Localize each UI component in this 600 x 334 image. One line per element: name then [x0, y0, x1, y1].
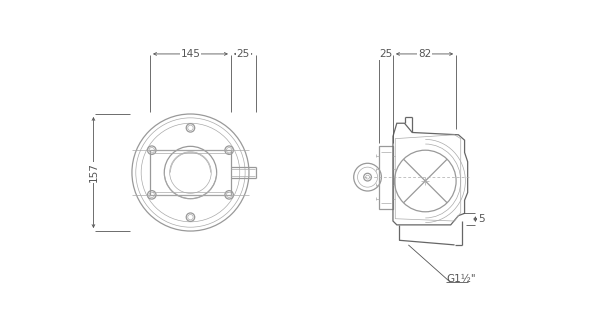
Text: 157: 157 — [88, 163, 98, 182]
Text: 25: 25 — [379, 49, 392, 59]
Text: 5: 5 — [478, 214, 485, 224]
Text: 82: 82 — [418, 49, 431, 59]
Text: 145: 145 — [181, 49, 200, 59]
Bar — [379, 146, 393, 209]
Text: 25: 25 — [236, 49, 250, 59]
Text: G1½": G1½" — [446, 274, 476, 284]
Bar — [150, 150, 231, 195]
